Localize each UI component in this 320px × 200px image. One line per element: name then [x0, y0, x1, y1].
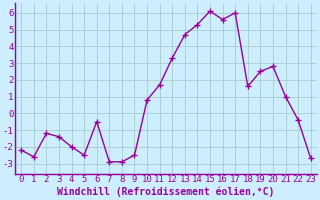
X-axis label: Windchill (Refroidissement éolien,°C): Windchill (Refroidissement éolien,°C): [57, 187, 275, 197]
